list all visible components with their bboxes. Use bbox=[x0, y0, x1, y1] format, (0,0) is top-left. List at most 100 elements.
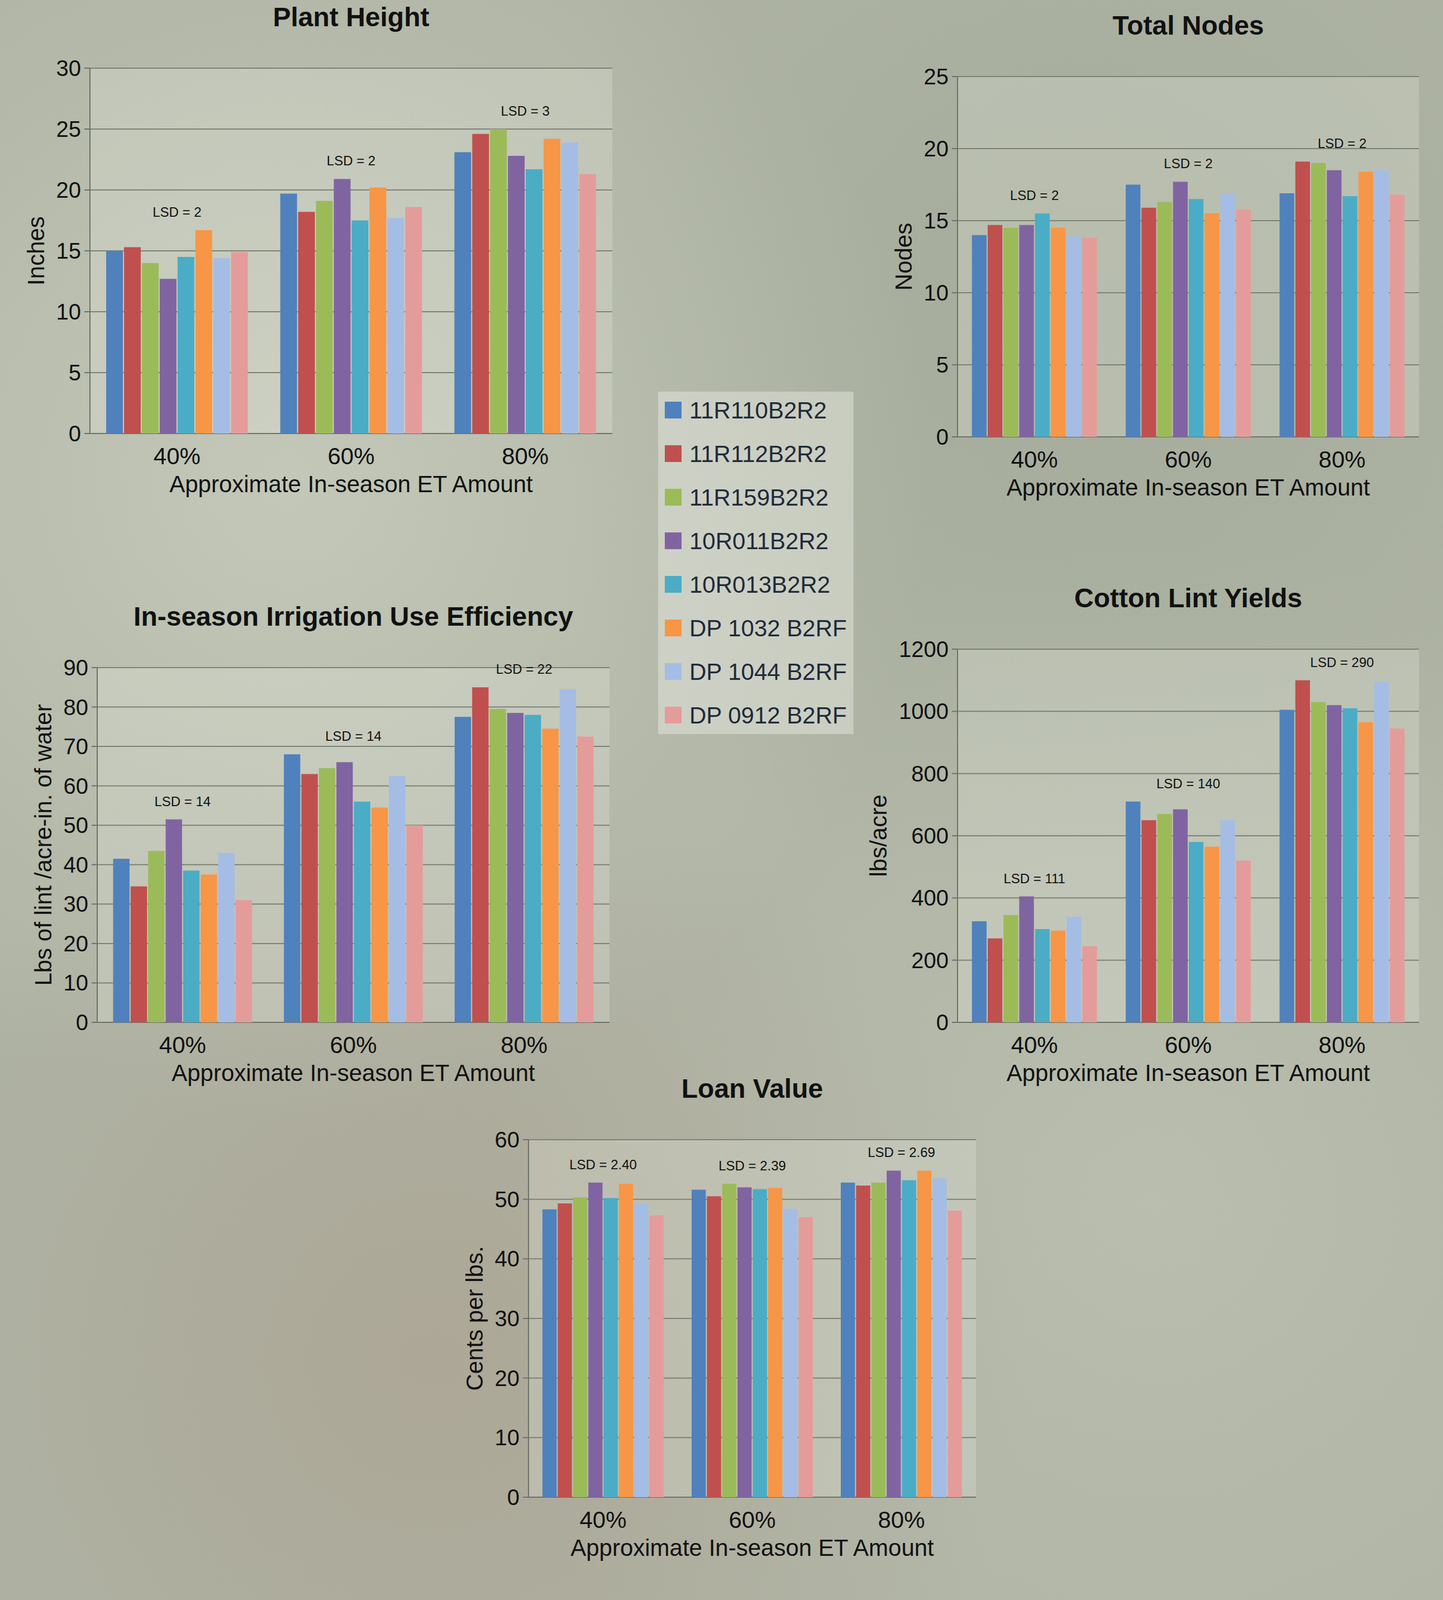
bar bbox=[1279, 710, 1294, 1023]
bars bbox=[972, 161, 1405, 437]
y-tick-label: 10 bbox=[63, 970, 89, 995]
bar bbox=[722, 1183, 737, 1498]
bar bbox=[130, 886, 147, 1023]
legend-label: 10R011B2R2 bbox=[689, 527, 829, 555]
x-axis-title: Approximate In-season ET Amount bbox=[1006, 474, 1371, 501]
tick-mark bbox=[91, 706, 98, 708]
tick-mark bbox=[84, 432, 90, 435]
x-tick-label: 60% bbox=[329, 1031, 377, 1059]
bar bbox=[972, 235, 987, 437]
tick-mark bbox=[84, 311, 90, 313]
bar bbox=[840, 1182, 855, 1498]
bar bbox=[213, 258, 231, 434]
tick-mark bbox=[522, 1198, 529, 1200]
y-tick-label: 50 bbox=[494, 1187, 521, 1212]
x-axis-title: Approximate In-season ET Amount bbox=[570, 1534, 935, 1561]
bar bbox=[1173, 181, 1188, 437]
tick-mark bbox=[951, 75, 958, 78]
bar bbox=[1374, 170, 1389, 437]
annotation: LSD = 2 bbox=[326, 153, 376, 169]
annotation: LSD = 111 bbox=[1003, 870, 1066, 887]
y-tick-label: 20 bbox=[63, 931, 89, 956]
bar bbox=[1374, 681, 1389, 1023]
x-tick-label: 40% bbox=[579, 1506, 627, 1533]
y-tick-label: 20 bbox=[924, 136, 950, 161]
x-axis-title: Approximate In-season ET Amount bbox=[171, 1059, 536, 1087]
bar bbox=[706, 1196, 721, 1498]
tick-mark bbox=[84, 128, 90, 130]
bar bbox=[1018, 896, 1034, 1023]
bar bbox=[559, 689, 576, 1023]
annotation: LSD = 14 bbox=[325, 728, 382, 744]
x-tick-label: 40% bbox=[159, 1031, 207, 1059]
bar bbox=[507, 712, 524, 1023]
chart-panel: 010203040506040%LSD = 2.4060%LSD = 2.398… bbox=[461, 1073, 977, 1561]
bar bbox=[405, 207, 422, 434]
bar bbox=[902, 1180, 917, 1498]
y-tick-label: 80 bbox=[63, 694, 89, 720]
y-tick-label: 600 bbox=[911, 823, 949, 849]
bar bbox=[1082, 946, 1097, 1023]
y-tick-label: 1000 bbox=[898, 698, 949, 724]
legend-label: 10R013B2R2 bbox=[689, 571, 831, 598]
y-tick-label: 50 bbox=[63, 812, 89, 838]
tick-mark bbox=[91, 864, 98, 866]
plot-area bbox=[957, 76, 1419, 437]
bar bbox=[1295, 680, 1311, 1023]
y-axis-title: Nodes bbox=[890, 222, 917, 291]
bar bbox=[1236, 208, 1251, 437]
bar bbox=[1389, 728, 1405, 1023]
legend-swatch bbox=[664, 706, 682, 724]
y-axis-line bbox=[89, 68, 91, 434]
plot-area bbox=[97, 667, 610, 1023]
bar bbox=[298, 211, 316, 434]
bar bbox=[1326, 705, 1342, 1023]
bar bbox=[588, 1182, 603, 1498]
bar bbox=[106, 250, 123, 434]
bar bbox=[354, 801, 371, 1023]
x-tick-label: 60% bbox=[728, 1506, 776, 1533]
y-tick-label: 60 bbox=[63, 773, 89, 799]
y-axis-line bbox=[956, 76, 959, 437]
bar bbox=[318, 768, 336, 1023]
tick-mark bbox=[951, 959, 958, 961]
y-tick-label: 0 bbox=[507, 1484, 520, 1510]
legend-label: 11R110B2R2 bbox=[689, 397, 827, 424]
bar bbox=[280, 193, 298, 434]
bar bbox=[316, 201, 333, 434]
annotation: LSD = 2 bbox=[152, 204, 202, 220]
bar bbox=[235, 899, 252, 1023]
bar bbox=[886, 1170, 901, 1498]
bar bbox=[336, 762, 353, 1023]
bar bbox=[753, 1189, 768, 1498]
bar bbox=[649, 1215, 664, 1498]
bar bbox=[1188, 841, 1204, 1023]
bar bbox=[1125, 184, 1141, 438]
bar bbox=[1204, 846, 1219, 1023]
bars bbox=[972, 680, 1405, 1023]
bar bbox=[165, 819, 183, 1023]
tick-mark bbox=[91, 667, 98, 669]
bar bbox=[737, 1187, 752, 1498]
y-tick-label: 5 bbox=[936, 352, 949, 378]
bar bbox=[1035, 213, 1050, 437]
grid-line bbox=[89, 67, 613, 69]
y-tick-label: 30 bbox=[56, 55, 82, 81]
y-tick-label: 1200 bbox=[898, 636, 949, 662]
legend-swatch bbox=[664, 445, 682, 463]
tick-mark bbox=[522, 1377, 529, 1379]
bar bbox=[454, 716, 471, 1023]
legend-label: DP 1032 B2RF bbox=[689, 615, 847, 642]
tick-mark bbox=[522, 1496, 529, 1498]
y-tick-label: 20 bbox=[494, 1365, 521, 1391]
bars bbox=[113, 687, 594, 1023]
annotation: LSD = 14 bbox=[154, 793, 211, 809]
tick-mark bbox=[951, 710, 958, 712]
bar bbox=[1018, 225, 1034, 437]
x-tick-label: 60% bbox=[1164, 446, 1212, 473]
bar bbox=[1125, 801, 1141, 1023]
bar bbox=[388, 775, 406, 1023]
legend: 11R110B2R211R112B2R211R159B2R210R011B2R2… bbox=[658, 391, 854, 735]
y-tick-label: 60 bbox=[494, 1127, 521, 1152]
y-tick-label: 200 bbox=[911, 948, 949, 973]
